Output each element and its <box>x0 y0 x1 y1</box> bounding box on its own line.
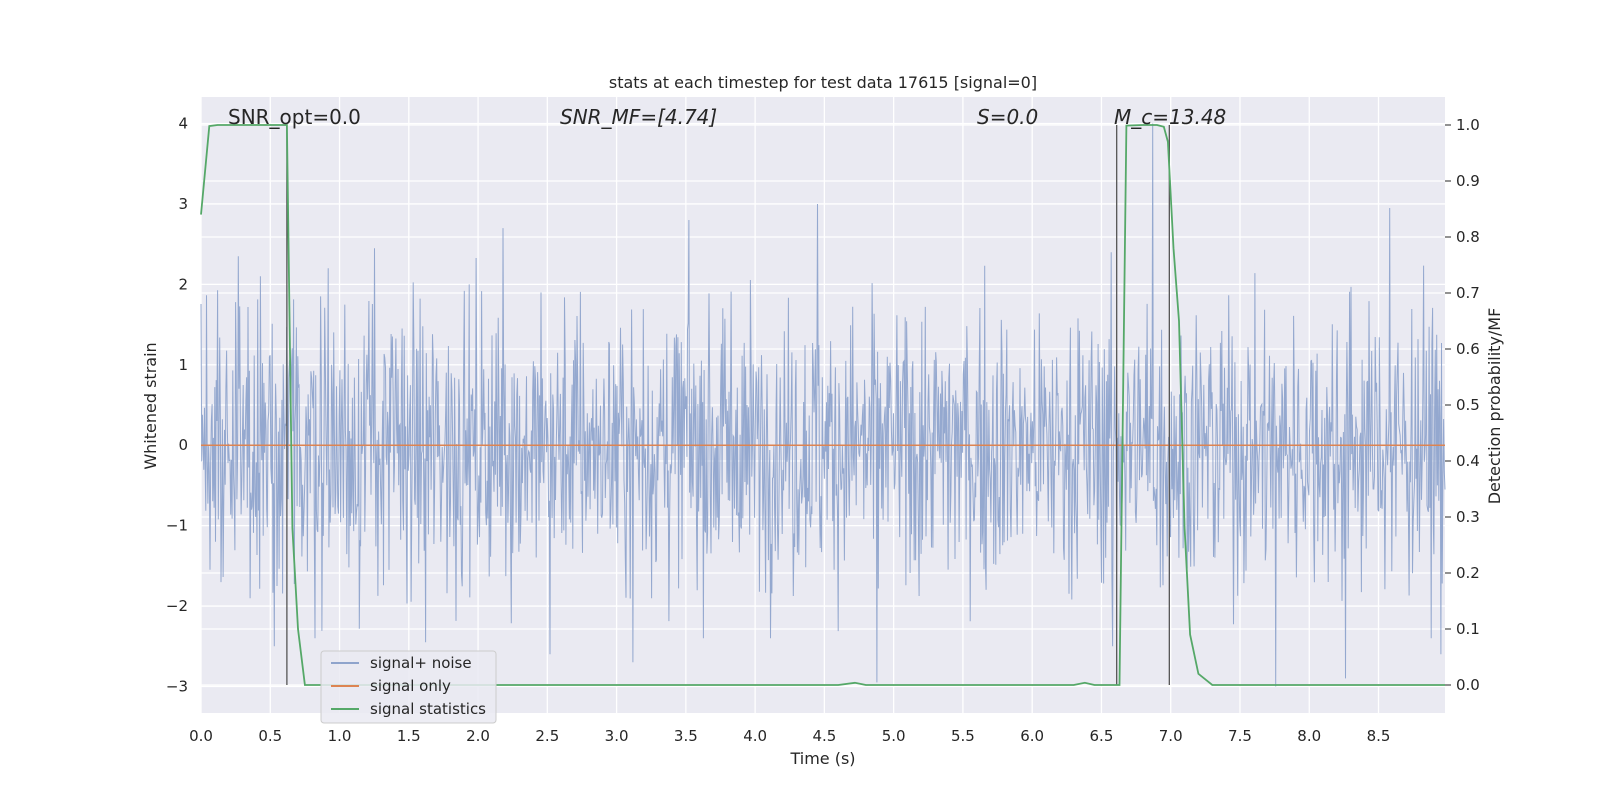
x-tick-label: 1.0 <box>328 727 352 745</box>
x-tick-label: 5.5 <box>951 727 975 745</box>
annotation-snr-opt: SNR_opt=0.0 <box>228 105 361 129</box>
x-tick-label: 8.5 <box>1367 727 1391 745</box>
y-axis-right-ticks: 0.0 0.1 0.2 0.3 0.4 0.5 0.6 0.7 0.8 0.9 1.0 <box>1445 116 1480 694</box>
x-tick-label: 0.5 <box>258 727 282 745</box>
y-right-tick-label: 0.9 <box>1456 172 1480 190</box>
x-tick-label: 6.5 <box>1090 727 1114 745</box>
y-left-tick-label: −2 <box>166 597 188 615</box>
x-tick-label: 7.0 <box>1159 727 1183 745</box>
x-tick-label: 8.0 <box>1297 727 1321 745</box>
y-right-tick-label: 0.5 <box>1456 396 1480 414</box>
y-left-tick-label: −1 <box>166 517 188 535</box>
legend-label-signal-statistics: signal statistics <box>370 700 486 718</box>
y-left-tick-label: 4 <box>178 115 188 133</box>
legend: signal+ noise signal only signal statist… <box>320 650 497 724</box>
x-axis-label: Time (s) <box>789 749 855 768</box>
y-right-tick-label: 0.6 <box>1456 340 1480 358</box>
legend-box <box>320 650 497 724</box>
x-tick-label: 2.5 <box>535 727 559 745</box>
y-right-tick-label: 0.1 <box>1456 620 1480 638</box>
annotation-snr-mf: SNR_MF=[4.74] <box>560 105 717 129</box>
y-left-tick-label: −3 <box>166 677 188 695</box>
x-tick-label: 1.5 <box>397 727 421 745</box>
y-right-tick-label: 0.8 <box>1456 228 1480 246</box>
x-tick-label: 7.5 <box>1228 727 1252 745</box>
y-axis-left-ticks: −3 −2 −1 0 1 2 3 4 <box>166 115 188 696</box>
y-right-tick-label: 0.3 <box>1456 508 1480 526</box>
y-right-tick-label: 0.0 <box>1456 676 1480 694</box>
x-tick-label: 0.0 <box>189 727 213 745</box>
y-right-tick-label: 0.7 <box>1456 284 1480 302</box>
x-tick-label: 6.0 <box>1020 727 1044 745</box>
y-right-tick-label: 1.0 <box>1456 116 1480 134</box>
legend-label-signal-only: signal only <box>370 677 451 695</box>
x-tick-label: 4.5 <box>812 727 836 745</box>
x-axis-ticks: 0.0 0.5 1.0 1.5 2.0 2.5 3.0 3.5 4.0 4.5 5.0 5.5 6.0 6… <box>189 727 1390 745</box>
y-axis-left-label: Whitened strain <box>141 342 160 469</box>
legend-label-signal-noise: signal+ noise <box>370 654 472 672</box>
y-left-tick-label: 1 <box>178 356 188 374</box>
y-left-tick-label: 3 <box>178 195 188 213</box>
y-right-tick-label: 0.4 <box>1456 452 1480 470</box>
series-signal-noise <box>200 123 1446 687</box>
chart-title: stats at each timestep for test data 176… <box>609 73 1037 92</box>
x-tick-label: 3.0 <box>605 727 629 745</box>
x-tick-label: 5.0 <box>882 727 906 745</box>
x-tick-label: 4.0 <box>743 727 767 745</box>
vertical-markers <box>286 125 1170 685</box>
annotation-mc: M_c=13.48 <box>1114 105 1226 129</box>
series-signal-statistics <box>200 124 1445 686</box>
y-axis-right-label: Detection probability/MF <box>1485 308 1504 505</box>
y-left-tick-label: 0 <box>178 436 188 454</box>
series-line-signal-noise <box>200 123 1446 687</box>
x-tick-label: 3.5 <box>674 727 698 745</box>
series-line-signal-statistics <box>200 124 1445 686</box>
annotation-s: S=0.0 <box>977 105 1038 129</box>
y-right-tick-label: 0.2 <box>1456 564 1480 582</box>
x-tick-label: 2.0 <box>466 727 490 745</box>
y-left-tick-label: 2 <box>178 275 188 293</box>
